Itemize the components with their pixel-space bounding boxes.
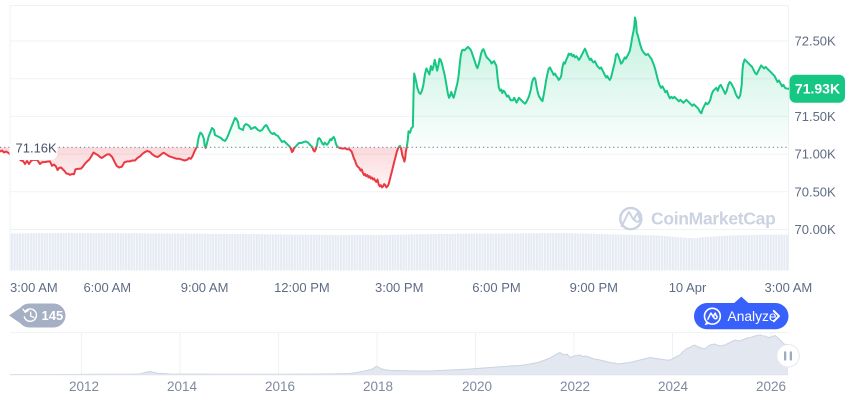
svg-text:2016: 2016 (265, 379, 295, 394)
svg-text:70.00K: 70.00K (795, 222, 837, 237)
svg-text:72.50K: 72.50K (795, 34, 837, 49)
svg-text:CoinMarketCap: CoinMarketCap (651, 209, 775, 229)
svg-text:71.50K: 71.50K (795, 109, 837, 124)
svg-text:2018: 2018 (363, 379, 393, 394)
svg-text:2012: 2012 (69, 379, 99, 394)
svg-text:9:00 PM: 9:00 PM (570, 280, 618, 295)
svg-text:71.00K: 71.00K (795, 147, 837, 162)
svg-text:Analyze: Analyze (728, 309, 777, 324)
svg-text:2014: 2014 (167, 379, 198, 394)
svg-text:2022: 2022 (560, 379, 590, 394)
svg-text:6:00 PM: 6:00 PM (472, 280, 520, 295)
svg-text:3:00 AM: 3:00 AM (765, 280, 813, 295)
svg-text:3:00 PM: 3:00 PM (375, 280, 423, 295)
svg-text:145: 145 (42, 308, 64, 323)
svg-text:10 Apr: 10 Apr (669, 280, 707, 295)
svg-text:70.50K: 70.50K (795, 184, 837, 199)
svg-text:2020: 2020 (462, 379, 492, 394)
svg-text:12:00 PM: 12:00 PM (274, 280, 330, 295)
svg-text:2026: 2026 (756, 379, 786, 394)
svg-text:3:00 AM: 3:00 AM (10, 280, 58, 295)
svg-text:71.93K: 71.93K (795, 81, 840, 97)
svg-text:9:00 AM: 9:00 AM (181, 280, 229, 295)
svg-text:2024: 2024 (658, 379, 689, 394)
svg-text:71.16K: 71.16K (16, 141, 58, 156)
svg-text:6:00 AM: 6:00 AM (83, 280, 131, 295)
